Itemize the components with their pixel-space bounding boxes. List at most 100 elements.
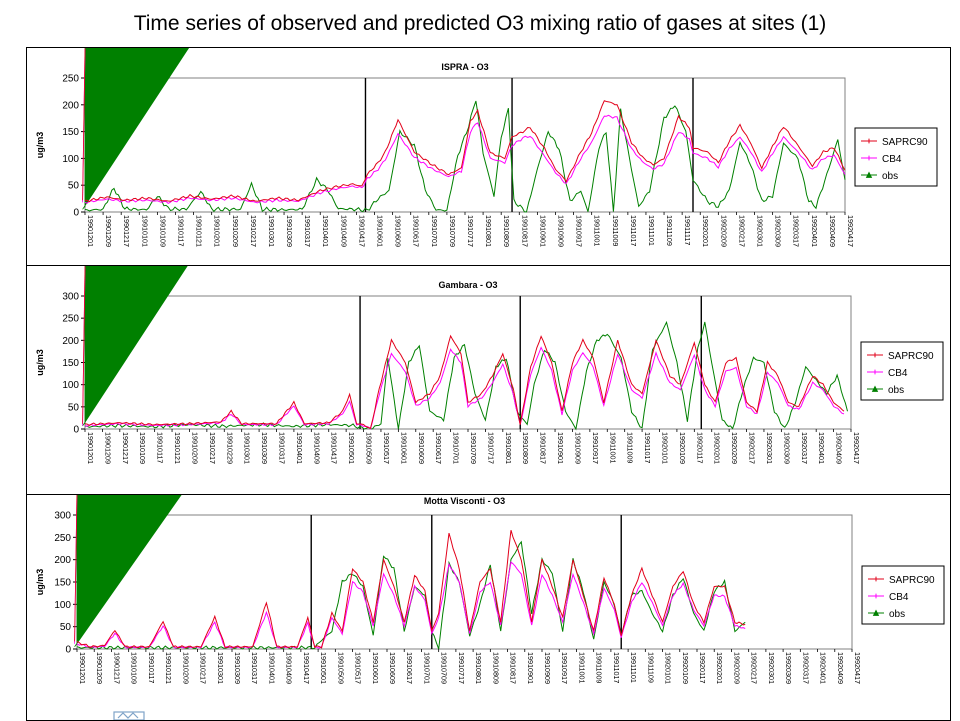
x-tick-label: 19920201 xyxy=(715,652,724,684)
x-tick-label: 19920417 xyxy=(852,432,861,464)
legend-label-saprc90: SAPRC90 xyxy=(889,575,935,586)
x-tick-label: 19910201 xyxy=(213,215,222,247)
x-tick-label: 19911109 xyxy=(665,215,674,246)
y-tick-label: 50 xyxy=(68,181,80,192)
x-tick-label: 19910401 xyxy=(321,215,330,247)
legend-marker-obs xyxy=(871,385,879,392)
x-tick-label: 19910109 xyxy=(138,432,147,464)
x-tick-label: 19911017 xyxy=(612,652,621,683)
x-tick-label: 19901209 xyxy=(103,432,112,464)
ispra-o3-chart: ISPRA - O3 ug/m3 0 50 100 150 200 250 19901201 19… xyxy=(35,48,938,247)
chart-panel-motta-visconti: Motta Visconti - O3 ug/m3 0 50 100 150 200 250 3… xyxy=(26,487,951,721)
x-tick-label: 19901217 xyxy=(112,652,121,684)
x-tick-label: 19911117 xyxy=(683,215,692,245)
x-tick-label: 19910617 xyxy=(412,215,421,247)
chart-title: ISPRA - O3 xyxy=(441,62,488,72)
x-tick-label: 19911109 xyxy=(646,652,655,683)
x-tick-label: 19910409 xyxy=(339,215,348,247)
x-tick-label: 19911001 xyxy=(608,432,617,463)
legend-label-saprc90: SAPRC90 xyxy=(882,137,928,148)
x-tick-label: 19911001 xyxy=(577,652,586,683)
legend-label-obs: obs xyxy=(888,385,904,396)
plot-area xyxy=(76,514,853,650)
x-tick-label: 19901201 xyxy=(86,215,95,247)
x-tick-label: 19910609 xyxy=(394,215,403,247)
x-tick-label: 19910229 xyxy=(225,432,234,464)
legend-marker-saprc90 xyxy=(873,576,879,582)
x-tick-label: 19911009 xyxy=(626,432,635,463)
x-tick-label: 19910317 xyxy=(278,432,287,464)
x-tick-label: 19911101 xyxy=(629,652,638,683)
x-tick-label: 19920401 xyxy=(817,432,826,464)
x-tick-label: 19910909 xyxy=(543,652,552,684)
x-tick-label: 19910601 xyxy=(399,432,408,464)
legend-label-obs: obs xyxy=(889,609,905,620)
x-tick-label: 19920409 xyxy=(835,432,844,464)
y-tick-label: 0 xyxy=(65,645,71,656)
x-tick-label: 19920209 xyxy=(730,432,739,464)
y-tick-label: 0 xyxy=(73,425,79,436)
series-markers-obs xyxy=(74,488,187,647)
x-tick-label: 19920117 xyxy=(695,432,704,463)
x-tick-label: 19920101 xyxy=(664,652,673,684)
x-tick-label: 19901209 xyxy=(95,652,104,684)
x-tick-label: 19910509 xyxy=(336,652,345,684)
x-tick-label: 19910701 xyxy=(452,432,461,464)
x-tick-label: 19910809 xyxy=(491,652,500,684)
x-tick-label: 19910417 xyxy=(302,652,311,684)
y-tick-label: 250 xyxy=(54,533,71,544)
series-line-saprc90 xyxy=(76,530,746,649)
chart-title: Motta Visconti - O3 xyxy=(424,496,505,506)
legend-label-cb4: CB4 xyxy=(889,592,909,603)
x-tick-label: 19920409 xyxy=(828,215,837,247)
legend-label-cb4: CB4 xyxy=(882,154,902,165)
x-tick-label: 19920201 xyxy=(713,432,722,464)
x-tick-label: 19910909 xyxy=(556,215,565,247)
x-tick-label: 19910217 xyxy=(208,432,217,464)
slide-title: Time series of observed and predicted O3… xyxy=(133,12,827,35)
x-tick-label: 19910309 xyxy=(285,215,294,247)
x-tick-label: 19920209 xyxy=(719,215,728,247)
series-line-cb4 xyxy=(84,114,846,205)
y-tick-label: 200 xyxy=(62,100,79,111)
x-tick-label: 19920201 xyxy=(701,215,710,247)
x-tick-label: 19910217 xyxy=(199,652,208,684)
legend-marker-cb4 xyxy=(873,593,879,599)
x-tick-label: 19910709 xyxy=(469,432,478,464)
x-tick-label: 19910917 xyxy=(591,432,600,464)
series-markers-saprc90 xyxy=(82,48,86,201)
x-tick-label: 19920301 xyxy=(756,215,765,247)
legend-label-saprc90: SAPRC90 xyxy=(888,351,934,362)
x-tick-label: 19910417 xyxy=(330,432,339,464)
x-tick-label: 19910817 xyxy=(539,432,548,464)
x-tick-label: 19910209 xyxy=(231,215,240,247)
institution-logo-icon xyxy=(113,711,145,720)
y-axis-label: ug/m3 xyxy=(35,349,45,376)
y-axis-label: ug/m3 xyxy=(35,569,45,596)
x-tick-label: 19910317 xyxy=(250,652,259,684)
x-tick-label: 19910409 xyxy=(285,652,294,684)
x-tick-label: 19910109 xyxy=(130,652,139,684)
x-tick-label: 19920101 xyxy=(661,432,670,464)
x-tick-label: 19901217 xyxy=(122,215,131,247)
x-tick-label: 19920217 xyxy=(748,432,757,464)
y-tick-label: 250 xyxy=(62,314,79,325)
motta-visconti-o3-chart: Motta Visconti - O3 ug/m3 0 50 100 150 200 250 3… xyxy=(35,488,945,684)
legend-marker-saprc90 xyxy=(866,138,872,144)
x-tick-label: 19910121 xyxy=(195,215,204,247)
y-tick-label: 50 xyxy=(68,402,80,413)
x-tick-label: 19910117 xyxy=(176,215,185,246)
x-tick-label: 19910809 xyxy=(502,215,511,247)
series-line-obs xyxy=(84,320,848,431)
x-tick-label: 19920309 xyxy=(782,432,791,464)
legend-marker-cb4 xyxy=(872,369,878,375)
x-tick-label: 19910501 xyxy=(319,652,328,684)
y-tick-label: 250 xyxy=(62,74,79,85)
x-tick-label: 19911101 xyxy=(647,215,656,246)
y-tick-label: 150 xyxy=(62,127,79,138)
x-tick-label: 19910301 xyxy=(243,432,252,464)
x-tick-label: 19910801 xyxy=(474,652,483,684)
x-tick-label: 19920317 xyxy=(800,432,809,464)
x-tick-label: 19910717 xyxy=(457,652,466,684)
x-tick-label: 19910809 xyxy=(521,432,530,464)
